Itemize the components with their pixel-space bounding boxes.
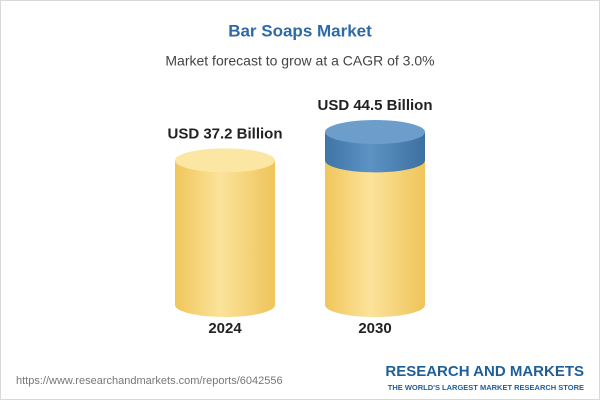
- cylinder-bottom: [175, 293, 275, 317]
- cylinder-body: [175, 160, 275, 305]
- chart-title: Bar Soaps Market: [228, 21, 372, 40]
- category-label: 2024: [208, 320, 242, 337]
- cylinder: [175, 148, 275, 317]
- cylinder-bottom: [325, 293, 425, 317]
- cylinder-top: [325, 120, 425, 144]
- value-label: USD 44.5 Billion: [317, 97, 432, 114]
- category-label: 2030: [358, 320, 391, 337]
- cylinder-body: [325, 160, 425, 305]
- cylinder-top: [175, 148, 275, 173]
- cylinder: [325, 120, 425, 317]
- value-label: USD 37.2 Billion: [167, 125, 282, 142]
- tagline: THE WORLD'S LARGEST MARKET RESEARCH STOR…: [388, 383, 584, 392]
- source-url: https://www.researchandmarkets.com/repor…: [16, 375, 283, 387]
- brand: RESEARCH AND MARKETS: [385, 363, 584, 380]
- chart-subtitle: Market forecast to grow at a CAGR of 3.0…: [165, 53, 434, 69]
